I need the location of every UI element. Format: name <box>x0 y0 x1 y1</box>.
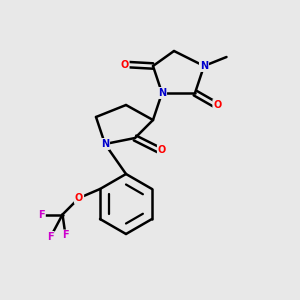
Text: N: N <box>200 61 208 71</box>
Text: F: F <box>38 209 45 220</box>
Text: N: N <box>101 139 109 149</box>
Text: O: O <box>75 193 83 203</box>
Text: F: F <box>47 232 54 242</box>
Text: O: O <box>158 145 166 155</box>
Text: N: N <box>158 88 166 98</box>
Text: O: O <box>120 59 129 70</box>
Text: O: O <box>213 100 222 110</box>
Text: F: F <box>62 230 69 241</box>
